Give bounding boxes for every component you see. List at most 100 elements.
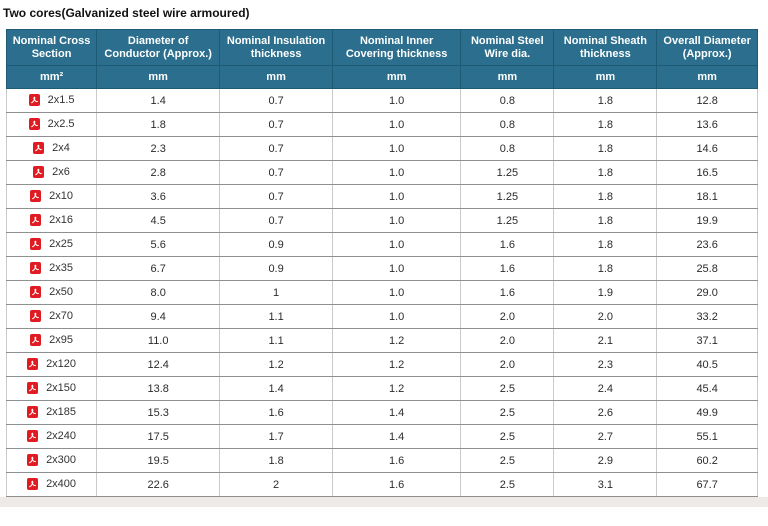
pdf-link[interactable]: 2x300 [27,453,77,466]
pdf-icon [33,141,45,154]
pdf-link[interactable]: 2x400 [27,477,77,490]
column-header: Nominal Cross Section [5,29,98,66]
table-row: 2x50 8.0 1 1.0 1.6 1.9 29.0 [5,280,758,305]
table-row: 2x120 12.4 1.2 1.2 2.0 2.3 40.5 [5,352,758,377]
value-cell: 1.6 [460,256,555,281]
pdf-icon [30,237,42,250]
column-header: Nominal Steel Wire dia. [460,29,555,66]
value-cell: 19.5 [96,448,221,473]
value-cell: 17.5 [96,424,221,449]
value-cell: 1.0 [331,160,462,185]
column-unit: mm [460,65,555,89]
value-cell: 5.6 [96,232,221,257]
value-cell: 8.0 [96,280,221,305]
value-cell: 6.7 [96,256,221,281]
pdf-link[interactable]: 2x25 [30,237,73,250]
value-cell: 9.4 [96,304,221,329]
cross-section-label: 2x10 [49,189,73,202]
value-cell: 1.1 [219,304,333,329]
pdf-link[interactable]: 2x1.5 [28,93,75,106]
cross-section-cell: 2x185 [5,400,98,425]
value-cell: 1.2 [331,328,462,353]
value-cell: 1.6 [219,400,333,425]
pdf-link[interactable]: 2x70 [30,309,73,322]
value-cell: 1.2 [331,376,462,401]
cross-section-label: 2x240 [46,429,77,442]
table-row: 2x150 13.8 1.4 1.2 2.5 2.4 45.4 [5,376,758,401]
value-cell: 37.1 [656,328,758,353]
pdf-link[interactable]: 2x2.5 [28,117,75,130]
value-cell: 1.6 [460,232,555,257]
value-cell: 1.0 [331,184,462,209]
cross-section-cell: 2x120 [5,352,98,377]
pdf-link[interactable]: 2x6 [33,165,70,178]
cross-section-cell: 2x400 [5,472,98,497]
value-cell: 1.8 [553,88,658,113]
cross-section-cell: 2x95 [5,328,98,353]
column-header: Overall Diameter (Approx.) [656,29,758,66]
value-cell: 2.5 [460,424,555,449]
pdf-link[interactable]: 2x120 [27,357,76,370]
pdf-link[interactable]: 2x240 [27,429,77,442]
page-title: Two cores(Galvanized steel wire armoured… [3,6,250,20]
column-unit: mm [219,65,333,89]
value-cell: 2.8 [96,160,221,185]
value-cell: 1.9 [553,280,658,305]
pdf-icon [30,309,42,322]
table-row: 2x185 15.3 1.6 1.4 2.5 2.6 49.9 [5,400,758,425]
table-row: 2x240 17.5 1.7 1.4 2.5 2.7 55.1 [5,424,758,449]
pdf-icon [30,189,42,202]
pdf-link[interactable]: 2x10 [30,189,73,202]
table-row: 2x300 19.5 1.8 1.6 2.5 2.9 60.2 [5,448,758,473]
column-header: Nominal Sheath thickness [553,29,658,66]
table-row: 2x70 9.4 1.1 1.0 2.0 2.0 33.2 [5,304,758,329]
value-cell: 1.8 [553,208,658,233]
value-cell: 19.9 [656,208,758,233]
value-cell: 1.8 [219,448,333,473]
pdf-link[interactable]: 2x50 [30,285,73,298]
value-cell: 0.7 [219,88,333,113]
value-cell: 1 [219,280,333,305]
pdf-icon [28,117,40,130]
value-cell: 45.4 [656,376,758,401]
value-cell: 1.2 [331,352,462,377]
value-cell: 1.2 [219,352,333,377]
pdf-link[interactable]: 2x185 [27,405,76,418]
cross-section-label: 2x300 [46,453,77,466]
pdf-icon [30,213,42,226]
pdf-link[interactable]: 2x4 [33,141,70,154]
value-cell: 0.7 [219,136,333,161]
cross-section-label: 2x1.5 [47,93,75,106]
table-header: Nominal Cross Section Diameter of Conduct… [5,29,758,89]
table-row: 2x1.5 1.4 0.7 1.0 0.8 1.8 12.8 [5,88,758,113]
cross-section-cell: 2x150 [5,376,98,401]
pdf-icon [30,261,42,274]
cross-section-cell: 2x6 [5,160,98,185]
cross-section-cell: 2x10 [5,184,98,209]
table-row: 2x16 4.5 0.7 1.0 1.25 1.8 19.9 [5,208,758,233]
value-cell: 2.0 [460,304,555,329]
value-cell: 1.4 [219,376,333,401]
pdf-link[interactable]: 2x35 [30,261,73,274]
cross-section-label: 2x400 [46,477,77,490]
value-cell: 49.9 [656,400,758,425]
cross-section-label: 2x35 [49,261,73,274]
table-row: 2x25 5.6 0.9 1.0 1.6 1.8 23.6 [5,232,758,257]
pdf-link[interactable]: 2x16 [30,213,73,226]
cross-section-cell: 2x300 [5,448,98,473]
table-row: 2x6 2.8 0.7 1.0 1.25 1.8 16.5 [5,160,758,185]
cross-section-cell: 2x50 [5,280,98,305]
header-row: Nominal Cross Section Diameter of Conduct… [5,29,758,66]
column-header: Nominal Inner Covering thickness [331,29,462,66]
value-cell: 0.9 [219,232,333,257]
pdf-link[interactable]: 2x95 [30,333,73,346]
value-cell: 15.3 [96,400,221,425]
value-cell: 1.0 [331,88,462,113]
cross-section-cell: 2x2.5 [5,112,98,137]
pdf-link[interactable]: 2x150 [27,381,76,394]
pdf-icon [27,405,39,418]
value-cell: 2.0 [460,328,555,353]
value-cell: 1.0 [331,280,462,305]
value-cell: 1.4 [331,400,462,425]
cross-section-cell: 2x25 [5,232,98,257]
